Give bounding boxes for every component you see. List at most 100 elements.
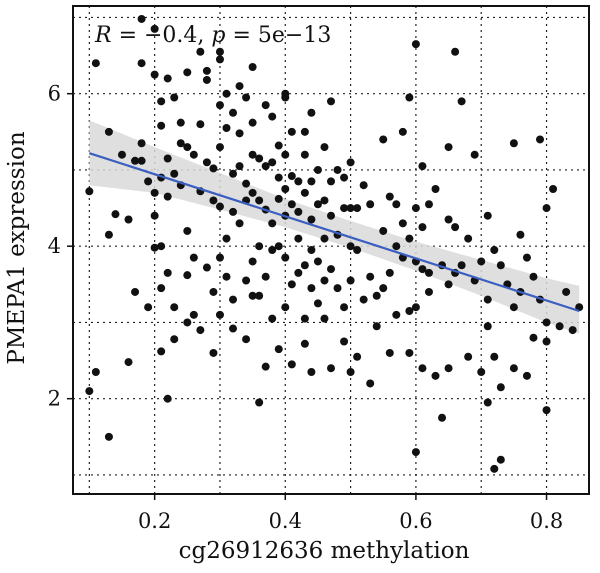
data-point: [131, 287, 140, 296]
data-point: [209, 287, 218, 296]
data-point: [346, 242, 355, 251]
data-point: [300, 127, 309, 136]
data-point: [307, 284, 316, 293]
data-point: [287, 172, 296, 181]
data-point: [124, 215, 133, 224]
y-tick-label: 6: [48, 82, 61, 106]
data-point: [379, 135, 388, 144]
data-point: [255, 242, 264, 251]
data-point: [411, 303, 420, 312]
data-point: [281, 89, 290, 98]
data-point: [209, 164, 218, 173]
data-point: [529, 333, 538, 342]
data-point: [424, 268, 433, 277]
data-point: [542, 406, 551, 415]
data-point: [163, 394, 172, 403]
data-point: [163, 268, 172, 277]
data-point: [294, 268, 303, 277]
data-point: [183, 271, 192, 280]
data-point: [189, 310, 198, 319]
data-point: [242, 179, 251, 188]
data-point: [137, 156, 146, 165]
data-point: [327, 211, 335, 220]
data-point: [202, 75, 211, 84]
data-point: [85, 387, 94, 396]
data-point: [255, 398, 264, 407]
x-axis-title: cg26912636 methylation: [179, 538, 470, 564]
data-point: [366, 272, 375, 281]
data-point: [392, 200, 401, 209]
data-point: [529, 272, 538, 281]
data-point: [248, 291, 257, 300]
data-point: [464, 352, 473, 361]
data-point: [411, 40, 420, 49]
data-point: [555, 322, 564, 331]
data-point: [327, 364, 335, 373]
data-point: [320, 314, 329, 323]
data-point: [137, 59, 146, 68]
data-point: [268, 246, 277, 254]
data-point: [261, 272, 270, 281]
data-point: [209, 348, 218, 357]
data-point: [327, 265, 335, 274]
x-tick-label: 0.8: [530, 509, 563, 533]
data-point: [222, 124, 231, 132]
data-point: [451, 47, 460, 56]
data-point: [202, 66, 211, 75]
data-point: [483, 398, 492, 407]
data-point: [522, 371, 531, 380]
data-point: [346, 276, 355, 285]
stat-annotation: R = −0.4, p = 5e−13: [94, 23, 331, 48]
data-point: [196, 120, 205, 129]
data-point: [235, 219, 244, 228]
data-point: [268, 112, 277, 121]
data-point: [150, 211, 159, 220]
data-point: [385, 268, 394, 277]
p-symbol: p: [211, 23, 225, 48]
data-point: [150, 188, 159, 197]
data-point: [104, 127, 113, 136]
y-axis-title: PMEPA1 expression: [4, 131, 30, 364]
data-point: [536, 135, 545, 144]
data-point: [313, 257, 322, 266]
data-point: [464, 234, 473, 243]
data-point: [157, 284, 166, 293]
data-point: [405, 93, 414, 102]
data-point: [196, 326, 205, 335]
data-point: [457, 261, 466, 270]
data-point: [91, 368, 100, 376]
data-point: [307, 246, 316, 254]
data-point: [307, 368, 316, 376]
data-point: [104, 230, 113, 239]
data-point: [575, 303, 584, 312]
data-point: [189, 150, 198, 159]
data-point: [359, 181, 368, 190]
data-point: [405, 234, 414, 243]
regression-line: [88, 152, 580, 313]
data-point: [418, 364, 427, 373]
data-point: [313, 299, 322, 308]
data-point: [333, 165, 342, 174]
y-tick-label: 4: [48, 234, 61, 258]
data-point: [477, 368, 486, 376]
data-point: [372, 322, 381, 331]
data-point: [438, 413, 447, 422]
data-point: [144, 303, 153, 312]
data-point: [248, 188, 257, 197]
data-point: [307, 108, 316, 117]
data-point: [568, 326, 577, 335]
data-point: [542, 337, 551, 346]
data-point: [248, 257, 257, 266]
data-point: [183, 318, 192, 327]
data-point: [340, 337, 349, 346]
data-point: [215, 47, 224, 56]
data-point: [509, 139, 518, 148]
data-point: [183, 68, 192, 77]
data-point: [163, 154, 172, 163]
data-point: [490, 246, 499, 254]
confidence-band-layer: [89, 120, 580, 334]
data-point: [313, 165, 322, 174]
data-point: [320, 196, 329, 205]
data-point: [215, 101, 224, 110]
data-point: [274, 242, 283, 251]
